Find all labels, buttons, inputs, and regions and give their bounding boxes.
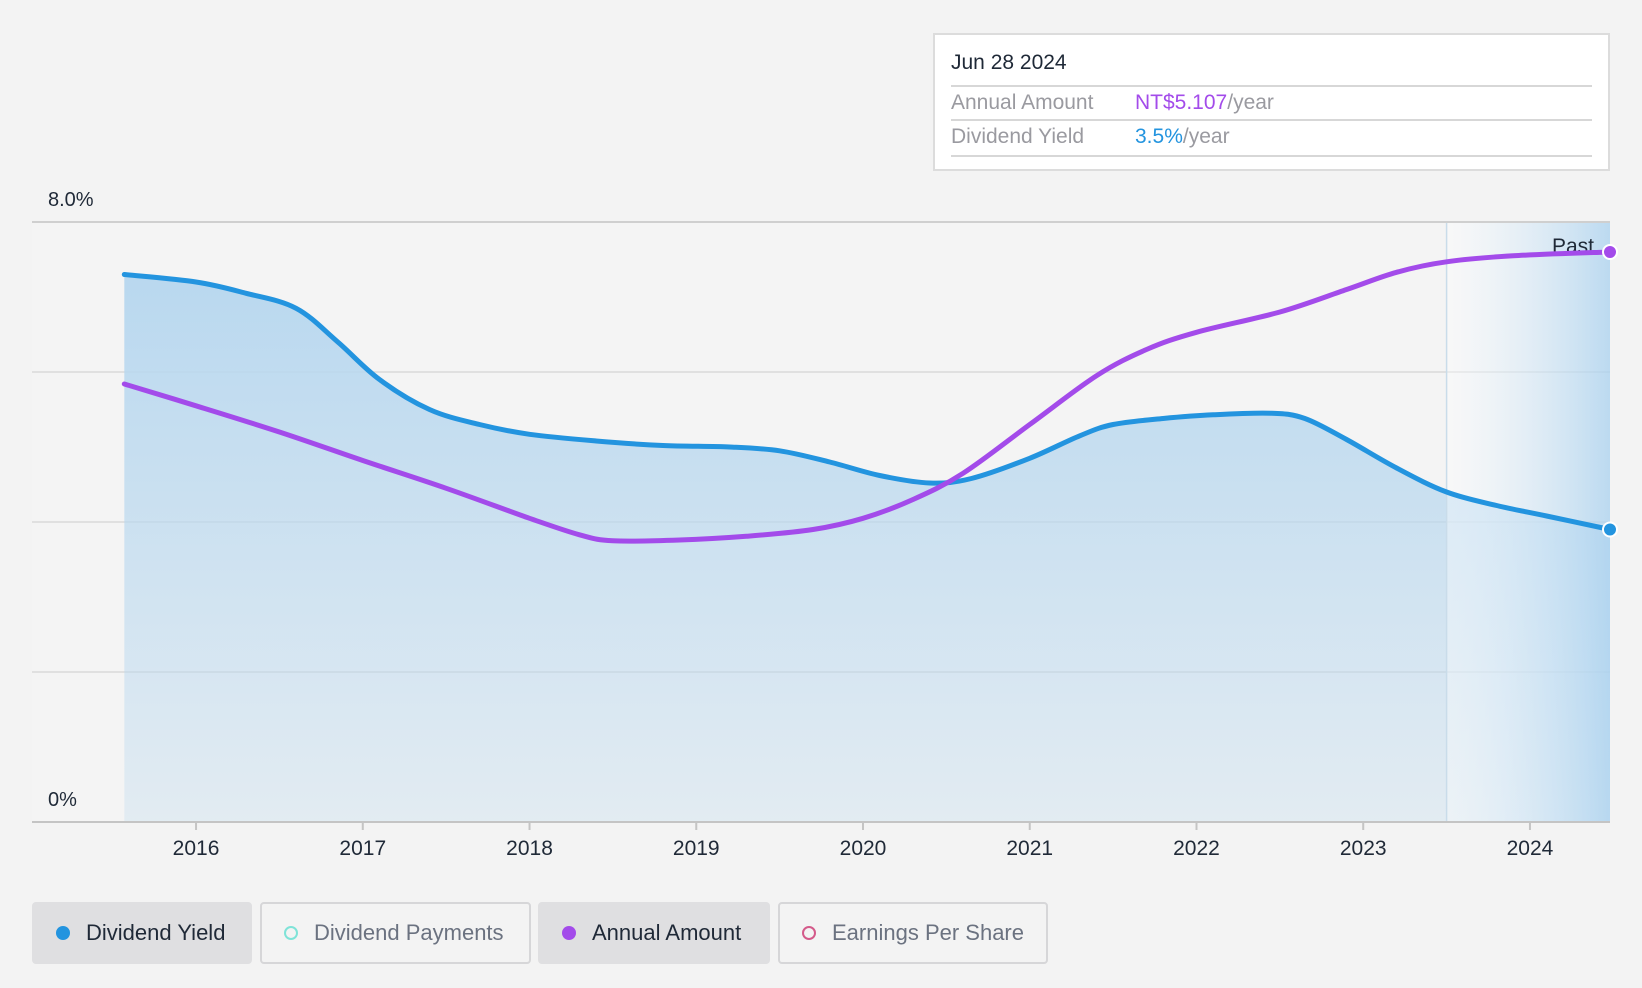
y-tick-label: 8.0% [48,189,94,211]
tooltip-number: 3.5% [1135,125,1183,148]
tooltip-value: 3.5%/year [1135,125,1230,149]
tooltip-unit: /year [1227,91,1274,114]
tooltip-row-annual-amount: Annual Amount NT$5.107/year [951,85,1592,121]
x-tick-label: 2024 [1507,837,1554,860]
tooltip-number: NT$5.107 [1135,91,1228,114]
legend-label: Dividend Payments [314,920,504,945]
hover-tooltip: Jun 28 2024 Annual Amount NT$5.107/year … [933,33,1610,171]
legend-label: Annual Amount [592,920,742,945]
legend-earnings-per-share-button[interactable]: Earnings Per Share [778,902,1048,964]
annual-amount-line [121,249,1613,544]
tooltip-value: NT$5.107/year [1135,91,1274,115]
legend-label: Earnings Per Share [832,920,1024,945]
x-tick-label: 2022 [1173,837,1220,860]
annual-amount-dot-icon [562,926,576,940]
earnings-per-share-ring-icon [802,926,816,940]
tooltip-unit: /year [1182,125,1230,148]
x-tick-label: 2020 [840,837,887,860]
annual-amount-end-point [1602,244,1618,260]
tooltip-label: Annual Amount [951,91,1094,114]
tooltip-date: Jun 28 2024 [951,51,1067,74]
legend-annual-amount-button[interactable]: Annual Amount [538,902,770,964]
dividend-yield-area [124,274,1610,822]
legend-dividend-payments-button[interactable]: Dividend Payments [260,902,531,964]
x-tick-label: 2019 [673,837,720,860]
dividend-yield-end-point [1602,521,1618,538]
dividend-payments-ring-icon [284,926,298,940]
tooltip-label: Dividend Yield [951,125,1085,148]
x-tick-label: 2023 [1340,837,1387,860]
x-tick-label: 2016 [173,837,220,860]
tooltip-row-dividend-yield: Dividend Yield 3.5%/year [951,119,1592,157]
dividend-yield-line [121,272,1613,532]
x-tick-label: 2017 [339,837,386,860]
dividend-yield-dot-icon [56,926,70,940]
x-tick-label: 2018 [506,837,553,860]
legend-dividend-yield-button[interactable]: Dividend Yield [32,902,252,964]
x-tick-label: 2021 [1006,837,1053,860]
y-tick-label: 0% [48,789,77,811]
legend-label: Dividend Yield [86,920,226,945]
